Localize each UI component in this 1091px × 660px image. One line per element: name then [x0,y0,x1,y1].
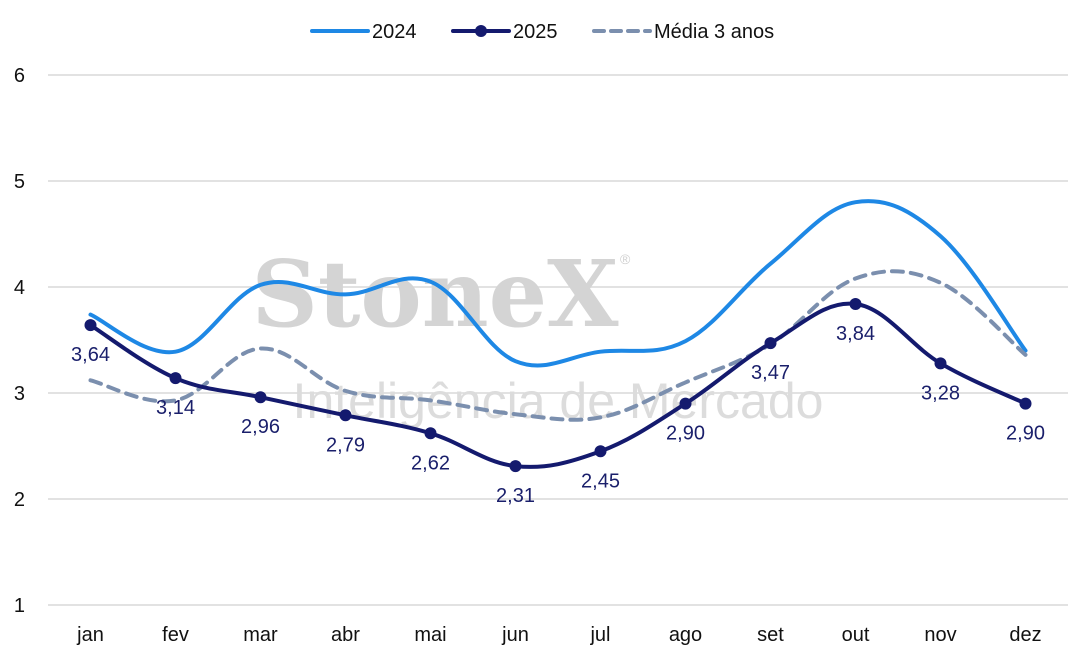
series-lines [84,199,1032,473]
legend-marker [475,25,487,37]
y-tick-label: 5 [14,171,25,193]
x-tick-label: jul [589,624,610,646]
x-axis-ticks: jan fev mar abr mai jun jul ago set out nov dez [76,624,1041,646]
data-point [339,409,352,422]
series-line-2024 [88,199,1028,368]
data-label: 2,31 [496,485,535,507]
data-point [84,319,97,332]
data-label: 2,96 [241,416,280,438]
legend: 2024 2025 Média 3 anos [310,21,774,43]
data-point [424,427,437,440]
legend-label: 2025 [513,21,558,43]
series-line-2025 [88,301,1028,469]
data-point [594,445,607,458]
x-tick-label: dez [1009,624,1041,646]
series-line-média-3-anos [88,269,1028,422]
x-tick-label: mar [243,624,278,646]
x-tick-label: jun [501,624,529,646]
x-tick-label: nov [924,624,956,646]
legend-label: 2024 [372,21,417,43]
legend-label: Média 3 anos [654,21,774,43]
y-tick-label: 3 [14,383,25,405]
x-tick-label: mai [414,624,446,646]
y-axis-ticks: 1 2 3 4 5 6 [14,65,25,617]
data-point [849,297,862,310]
data-point [169,372,182,385]
data-point [1019,397,1032,410]
data-label: 3,64 [71,344,110,366]
data-label: 2,45 [581,470,620,492]
watermark-registered: ® [620,251,631,267]
data-point [764,337,777,350]
data-labels: 3,64 3,14 2,96 2,79 2,62 2,31 2,45 2,90 3,47 3,84… [71,323,1045,507]
data-label: 2,90 [666,423,705,445]
data-label: 3,84 [836,323,875,345]
data-point [509,460,522,473]
watermark: StoneX ® Inteligência de Mercado [251,240,823,429]
gridlines [48,74,1068,606]
x-tick-label: abr [331,624,360,646]
x-tick-label: set [757,624,784,646]
data-point [254,391,267,404]
x-tick-label: fev [162,624,189,646]
data-label: 3,14 [156,397,195,419]
data-label: 2,79 [326,434,365,456]
data-label: 3,28 [921,382,960,404]
x-tick-label: jan [76,624,104,646]
x-tick-label: out [842,624,870,646]
y-tick-label: 4 [14,277,25,299]
data-label: 2,62 [411,452,450,474]
data-label: 2,90 [1006,423,1045,445]
data-label: 3,47 [751,362,790,384]
y-tick-label: 6 [14,65,25,87]
x-tick-label: ago [669,624,702,646]
data-point [934,357,947,370]
y-tick-label: 2 [14,489,25,511]
y-tick-label: 1 [14,595,25,617]
watermark-brand: StoneX [251,240,619,348]
data-point [679,397,692,410]
